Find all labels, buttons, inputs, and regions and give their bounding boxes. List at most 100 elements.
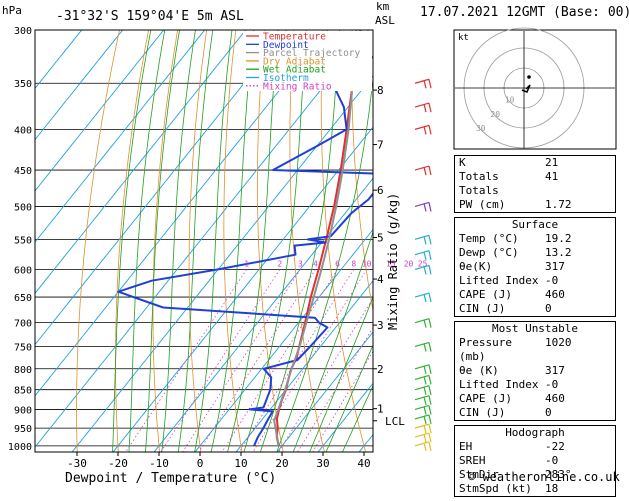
wind-barb [415, 293, 429, 297]
wet-adiabat-line [244, 30, 307, 453]
wind-barb-flag [429, 405, 431, 414]
pressure-tick-label: 500 [14, 202, 32, 213]
km-tick-label: 2 [377, 363, 384, 376]
hodograph-stat-row: StmSpd (kt)18 [455, 482, 615, 496]
pressure-tick-label: 700 [14, 319, 32, 330]
pressure-tick-label: 600 [14, 265, 32, 276]
surface-title: Surface [455, 218, 615, 232]
most-unstable-label: CAPE (J) [459, 392, 512, 406]
wind-barb-flag [429, 433, 431, 442]
wind-barb-flag [429, 265, 431, 274]
mixing-ratio-label: 20 [404, 259, 414, 268]
surface-row: CIN (J)0 [455, 302, 615, 316]
km-tick-label: 8 [377, 84, 384, 97]
surface-value: 19.2 [545, 232, 613, 246]
index-value: 21 [545, 156, 613, 170]
pressure-tick-label: 1000 [8, 442, 32, 453]
wind-barb-flag [424, 376, 426, 384]
wind-barb-flag [429, 103, 431, 112]
index-value: 1.72 [545, 198, 613, 212]
x-axis-label: Dewpoint / Temperature (°C) [65, 471, 276, 486]
wind-barb [415, 319, 429, 323]
wind-barb-flag [429, 396, 431, 405]
wind-barb-flag [429, 342, 431, 351]
pressure-tick-label: 350 [14, 79, 32, 90]
km-tick-label: 5 [377, 231, 384, 244]
most-unstable-row: Pressure (mb)1020 [455, 336, 615, 364]
index-row: PW (cm) 1.72 [455, 198, 615, 212]
wind-barb [415, 103, 429, 107]
index-label: PW (cm) [459, 198, 505, 212]
wind-barb-flag [424, 425, 426, 433]
isotherm-line [0, 30, 328, 453]
most-unstable-title: Most Unstable [455, 322, 615, 336]
index-row: K 21 [455, 156, 615, 170]
mixing-ratio-label: 2 [277, 259, 282, 268]
surface-value: 317 [545, 260, 613, 274]
isotherm-line [0, 30, 82, 453]
wind-barb-flag [424, 236, 426, 244]
surface-row: CAPE (J)460 [455, 288, 615, 302]
most-unstable-row: Lifted Index-0 [455, 378, 615, 392]
mixing-ratio-label: 1 [244, 259, 249, 268]
wind-barb-flag [424, 80, 426, 88]
hodograph-storm-motion [527, 75, 531, 79]
wind-barb-flag [424, 126, 426, 134]
most-unstable-label: θe (K) [459, 364, 499, 378]
wind-barb-flag [429, 166, 431, 175]
wind-barb-flag [424, 320, 426, 328]
x-tick-label: 20 [275, 457, 288, 470]
most-unstable-value: 317 [545, 364, 613, 378]
pressure-tick-label: 850 [14, 386, 32, 397]
wind-barb-flag [424, 434, 426, 442]
wind-barb-flag [429, 125, 431, 134]
dry-adiabat-line [224, 30, 242, 453]
x-tick-label: -10 [149, 457, 169, 470]
wind-barb [415, 415, 429, 419]
wind-barb-flag [429, 415, 431, 424]
wind-barb [415, 405, 429, 409]
wet-adiabat-line [211, 30, 254, 453]
index-label: K [459, 156, 466, 170]
wind-barb-flag [429, 79, 431, 88]
pressure-tick-label: 650 [14, 293, 32, 304]
wet-adiabat-line [309, 30, 460, 453]
mixing-ratio-axis-label: Mixing Ratio (g/kg) [386, 193, 400, 330]
wind-barb-flag [429, 375, 431, 384]
most-unstable-label: Lifted Index [459, 378, 538, 392]
surface-label: Dewp (°C) [459, 246, 519, 260]
most-unstable-value: 460 [545, 392, 613, 406]
wind-barb [415, 396, 429, 400]
wind-barb [415, 375, 429, 379]
wind-barb-flag [424, 406, 426, 414]
surface-value: 0 [545, 302, 613, 316]
surface-value: 13.2 [545, 246, 613, 260]
wind-barb [415, 166, 429, 170]
surface-label: Lifted Index [459, 274, 538, 288]
km-tick-label: 6 [377, 184, 384, 197]
km-tick-label: 7 [377, 139, 384, 152]
wind-barb [415, 424, 429, 428]
pressure-tick-label: 950 [14, 424, 32, 435]
wind-barb-flag [429, 442, 431, 451]
pressure-tick-label: 800 [14, 365, 32, 376]
most-unstable-value: 1020 [545, 336, 613, 364]
pressure-tick-label: 400 [14, 125, 32, 136]
wind-barb [415, 251, 429, 255]
hodograph-stat-value: -0 [545, 454, 613, 468]
wind-barb-flag [424, 366, 426, 374]
wind-barb [415, 235, 429, 239]
pressure-tick-label: 550 [14, 235, 32, 246]
most-unstable-row: θe (K) 317 [455, 364, 615, 378]
mixing-ratio-label: 6 [335, 259, 340, 268]
legend-entry: Mixing Ratio [263, 81, 332, 92]
wind-barb-flag [424, 343, 426, 351]
wind-barb-flag [429, 365, 431, 374]
